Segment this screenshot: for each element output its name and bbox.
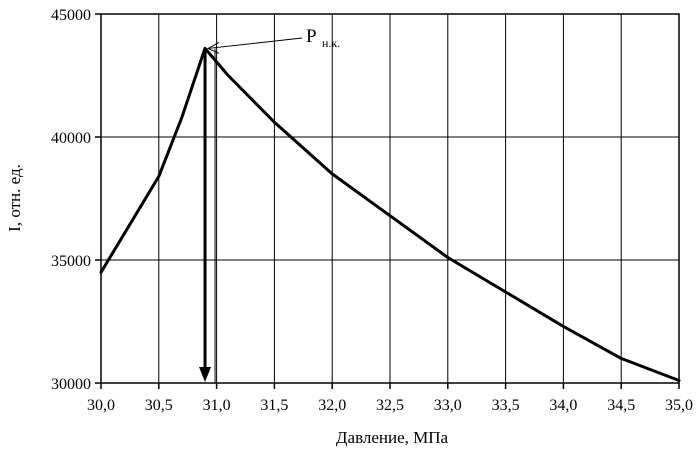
x-tick-label: 32,5 — [376, 397, 404, 414]
y-tick-label: 30000 — [51, 376, 91, 393]
x-tick-label: 33,0 — [434, 397, 462, 414]
x-axis-ticks: 30,0 30,5 31,0 31,5 32,0 32,5 33,0 33,5 34,0 34,5… — [87, 383, 693, 414]
annotation-label: Р — [306, 26, 317, 47]
x-tick-label: 32,0 — [318, 397, 346, 414]
x-tick-label: 30,5 — [145, 397, 173, 414]
x-tick-label: 34,5 — [607, 397, 635, 414]
x-tick-label: 31,5 — [260, 397, 288, 414]
pressure-marker — [199, 48, 215, 383]
annotation-subscript: н.к. — [322, 36, 340, 50]
x-axis-label: Давление, МПа — [336, 428, 449, 447]
y-tick-label: 40000 — [51, 130, 91, 147]
annotation-leader — [208, 38, 302, 48]
y-tick-label: 35000 — [51, 253, 91, 270]
marker-arrowhead — [199, 367, 211, 382]
x-tick-label: 33,5 — [492, 397, 520, 414]
y-axis-label: I, отн. ед. — [5, 164, 24, 232]
x-tick-label: 31,0 — [203, 397, 231, 414]
x-tick-label: 30,0 — [87, 397, 115, 414]
x-tick-label: 34,0 — [549, 397, 577, 414]
grid — [101, 14, 679, 383]
y-axis-ticks: 30000 35000 40000 45000 — [51, 7, 101, 393]
x-tick-label: 35,0 — [665, 397, 693, 414]
y-tick-label: 45000 — [51, 7, 91, 24]
